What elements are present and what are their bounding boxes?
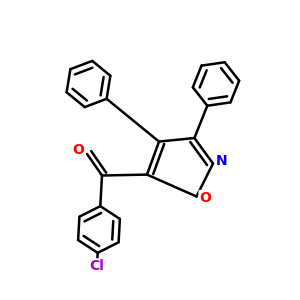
Text: O: O [72,143,84,157]
Text: Cl: Cl [89,259,104,273]
Text: O: O [200,191,211,205]
Text: N: N [216,154,228,168]
